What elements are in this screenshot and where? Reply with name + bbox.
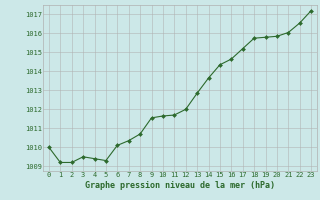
X-axis label: Graphe pression niveau de la mer (hPa): Graphe pression niveau de la mer (hPa) bbox=[85, 181, 275, 190]
